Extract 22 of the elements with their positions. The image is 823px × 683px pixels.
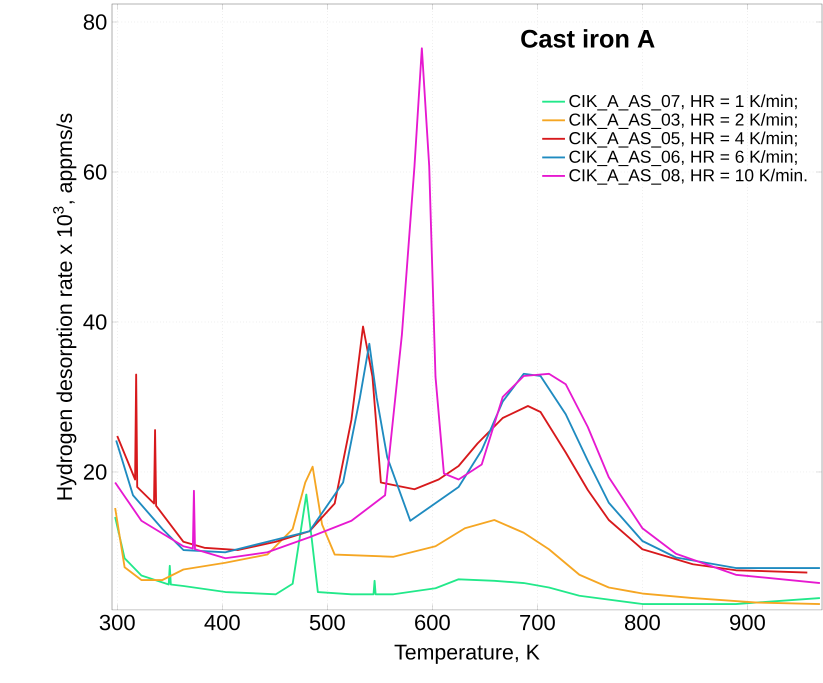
- x-tick-label: 700: [520, 614, 555, 630]
- legend-label: CIK_A_AS_07, HR = 1 K/min;: [569, 94, 797, 110]
- legend-label: CIK_A_AS_03, HR = 2 K/min;: [569, 112, 797, 129]
- x-tick-label: 900: [730, 614, 765, 630]
- x-tick-label: 400: [204, 614, 240, 630]
- y-tick-label: 40: [83, 314, 106, 330]
- text: Cast iron A: [521, 28, 655, 48]
- y-tick-label: 80: [84, 14, 106, 30]
- legend-label: CIK_A_AS_05, HR = 4 K/min;: [569, 131, 797, 148]
- x-tick-label: 500: [310, 614, 345, 630]
- line-series: [114, 466, 821, 605]
- legend-label: CIK_A_AS_08, HR = 10 K/min.: [569, 168, 806, 185]
- y-axis-title: Hydrogen desorption rate x 10$^{3}$, appms/s: [53, 113, 76, 500]
- x-tick-label: 800: [625, 614, 660, 630]
- y-tick-label: 60: [84, 164, 106, 180]
- x-axis-title: Temperature, K: [394, 644, 540, 664]
- line-series: [114, 47, 821, 584]
- x-tick-label: 600: [415, 614, 450, 630]
- legend-label: CIK_A_AS_06, HR = 6 K/min;: [569, 150, 797, 166]
- line-series: [114, 493, 821, 605]
- x-tick-label: 300: [100, 614, 135, 630]
- y-tick-label: 20: [84, 464, 106, 480]
